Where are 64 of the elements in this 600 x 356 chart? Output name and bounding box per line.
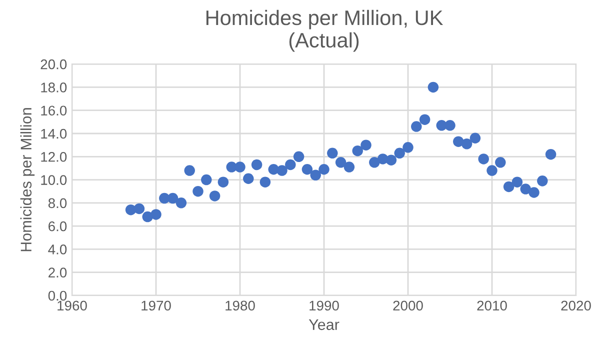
y-tick-label: 6.0 bbox=[48, 221, 67, 232]
point bbox=[176, 198, 187, 208]
x-tick-label: 1970 bbox=[142, 300, 171, 311]
point bbox=[192, 186, 204, 197]
y-tick-label: 8.0 bbox=[48, 198, 67, 208]
x-axis-title: Year bbox=[308, 319, 340, 330]
y-tick-label: 16.0 bbox=[41, 106, 67, 116]
y-tick-label: 0.0 bbox=[48, 290, 67, 301]
point bbox=[335, 157, 346, 168]
x-tick-label: 2000 bbox=[393, 300, 423, 311]
point bbox=[302, 164, 313, 175]
y-tick-label: 14.0 bbox=[41, 128, 67, 139]
point bbox=[243, 173, 254, 184]
point bbox=[470, 132, 481, 144]
point bbox=[184, 165, 195, 176]
point bbox=[461, 138, 472, 150]
point bbox=[209, 190, 220, 202]
point bbox=[528, 187, 540, 198]
point bbox=[428, 82, 439, 93]
point bbox=[234, 162, 246, 172]
point bbox=[251, 159, 262, 170]
y-tick-label: 10.0 bbox=[41, 175, 67, 185]
point bbox=[503, 181, 514, 192]
chart-title: Homicides per Million, UK (Actual) bbox=[206, 10, 444, 52]
point bbox=[444, 120, 456, 131]
point bbox=[537, 176, 548, 186]
point bbox=[310, 170, 321, 181]
point bbox=[276, 165, 288, 176]
point bbox=[386, 154, 397, 166]
point bbox=[486, 165, 498, 176]
point bbox=[150, 209, 162, 220]
x-tick-label: 2010 bbox=[477, 300, 507, 311]
point bbox=[327, 148, 338, 159]
y-tick-label: 2.0 bbox=[48, 268, 67, 278]
x-tick-label: 1990 bbox=[310, 300, 339, 311]
point bbox=[201, 174, 212, 186]
y-tick-label: 4.0 bbox=[48, 244, 67, 254]
point bbox=[218, 176, 229, 188]
point bbox=[478, 154, 489, 164]
point bbox=[394, 148, 405, 159]
point bbox=[545, 148, 556, 160]
point bbox=[285, 159, 296, 170]
y-tick-label: 12.0 bbox=[41, 152, 67, 162]
point bbox=[318, 164, 330, 175]
point bbox=[411, 121, 422, 132]
point bbox=[134, 203, 145, 214]
x-tick-label: 1960 bbox=[58, 300, 87, 311]
point bbox=[352, 145, 363, 156]
point bbox=[419, 114, 430, 125]
point bbox=[402, 142, 414, 153]
point bbox=[260, 176, 271, 188]
point bbox=[167, 192, 178, 204]
x-tick-label: 2020 bbox=[561, 300, 591, 311]
x-tick-label: 1980 bbox=[226, 300, 255, 311]
point bbox=[495, 157, 506, 168]
point bbox=[344, 162, 355, 172]
point bbox=[369, 157, 380, 168]
y-tick-label: 20.0 bbox=[40, 59, 67, 70]
point bbox=[520, 184, 531, 194]
point bbox=[512, 176, 523, 188]
point bbox=[293, 151, 304, 162]
point bbox=[360, 140, 372, 150]
y-axis-title: Homicides per Million bbox=[20, 108, 35, 252]
y-tick-label: 18.0 bbox=[41, 82, 67, 92]
